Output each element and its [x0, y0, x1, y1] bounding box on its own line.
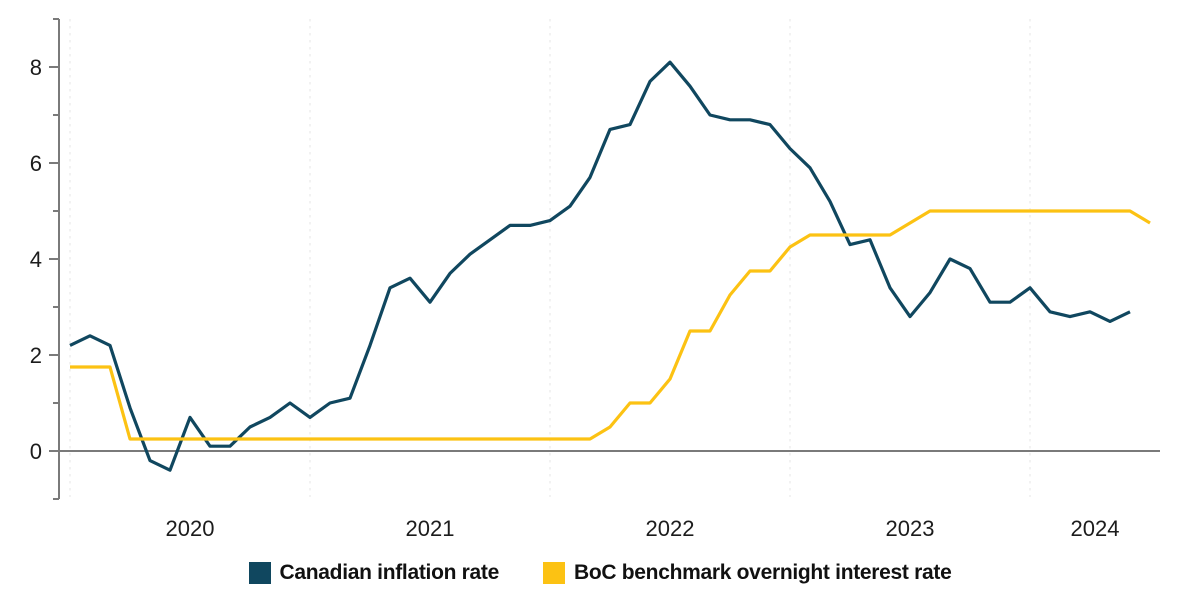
x-tick-label: 2022: [646, 516, 695, 541]
y-tick-label: 4: [30, 247, 42, 272]
y-tick-label: 0: [30, 439, 42, 464]
x-tick-label: 2021: [406, 516, 455, 541]
x-tick-label: 2020: [166, 516, 215, 541]
y-tick-label: 6: [30, 151, 42, 176]
x-tick-label: 2023: [886, 516, 935, 541]
line-chart: 2020 2021 2022 2023 2024 0 2 4 6 8: [30, 18, 1160, 541]
legend-item-inflation: Canadian inflation rate: [248, 561, 500, 585]
x-tick-label: 2024: [1071, 516, 1120, 541]
rate-legend-label: BoC benchmark overnight interest rate: [573, 561, 952, 584]
boc-overnight-rate-line: [70, 209, 1151, 441]
y-tick-label: 8: [30, 55, 42, 80]
canadian-inflation-rate-line: [69, 60, 1131, 472]
inflation-legend-label: Canadian inflation rate: [279, 561, 500, 584]
rate-legend-swatch: [542, 562, 565, 584]
y-tick-label: 2: [30, 343, 42, 368]
legend-item-rate: BoC benchmark overnight interest rate: [542, 561, 952, 585]
inflation-legend-swatch: [248, 562, 271, 584]
chart-legend: Canadian inflation rate BoC benchmark ov…: [0, 561, 1200, 585]
